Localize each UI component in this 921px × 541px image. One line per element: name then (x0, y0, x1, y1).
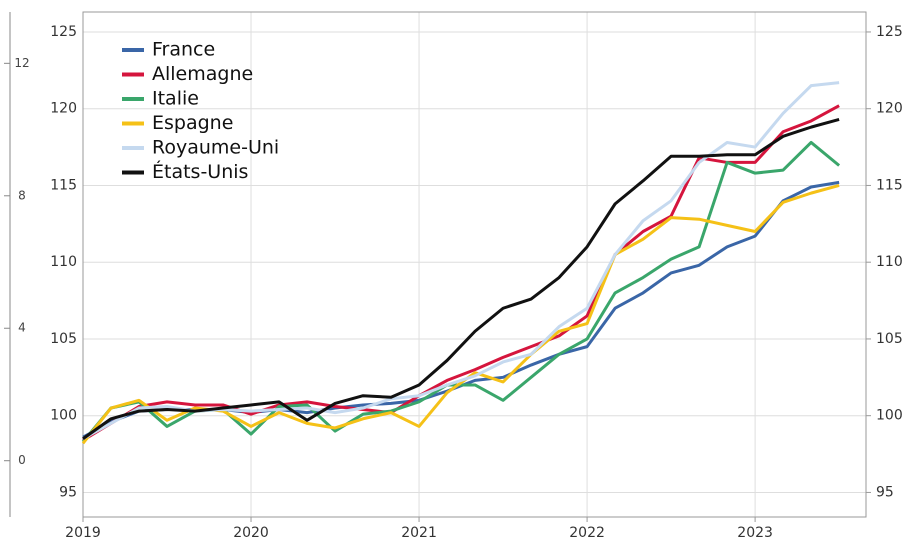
x-tick-label: 2021 (401, 525, 437, 541)
series-line (82, 104, 840, 442)
legend-label: Italie (152, 88, 199, 110)
y3-tick-label: 8 (18, 188, 26, 202)
legend-label: États-Unis (152, 160, 248, 183)
y-tick-label: 115 (50, 177, 77, 193)
series-line (81, 140, 841, 443)
y2-tick-label: 120 (876, 101, 903, 117)
y3-tick-label: 12 (14, 56, 29, 70)
y-tick-label: 95 (59, 484, 77, 500)
legend-label: Allemagne (152, 63, 253, 85)
y3-tick-label: 0 (18, 453, 26, 467)
y-tick-label: 100 (50, 408, 77, 424)
x-tick-label: 2022 (569, 525, 605, 541)
y-tick-label: 110 (50, 254, 77, 270)
plot-frame (82, 11, 867, 518)
legend-label: France (152, 39, 215, 61)
series-line (82, 118, 840, 440)
y2-tick-label: 125 (876, 24, 903, 40)
y2-tick-label: 110 (876, 254, 903, 270)
y-tick-label: 105 (50, 331, 77, 347)
legend-label: Espagne (152, 112, 233, 134)
legend-label: Royaume-Uni (152, 137, 279, 159)
series-line (82, 180, 840, 439)
y3-tick-label: 4 (18, 321, 26, 335)
y2-tick-label: 100 (876, 408, 903, 424)
x-tick-label: 2023 (737, 525, 773, 541)
x-tick-label: 2020 (233, 525, 269, 541)
y2-tick-label: 95 (876, 484, 894, 500)
y-tick-label: 125 (50, 24, 77, 40)
y2-tick-label: 115 (876, 177, 903, 193)
x-tick-label: 2019 (65, 525, 101, 541)
y2-tick-label: 105 (876, 331, 903, 347)
y-tick-label: 120 (50, 101, 77, 117)
